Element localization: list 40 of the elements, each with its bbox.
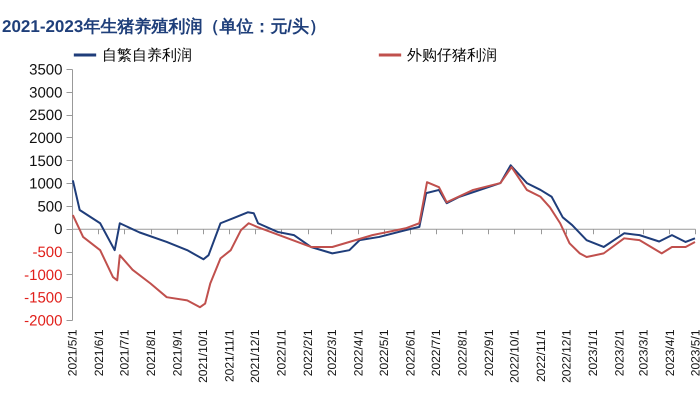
x-tick-label: 2023/5/1 (688, 329, 700, 376)
x-tick-label: 2023/1/1 (586, 329, 600, 376)
x-tick-label: 2022/1/1 (274, 329, 289, 376)
x-tick-label: 2021/12/1 (248, 329, 262, 383)
x-tick-label: 2021/7/1 (118, 329, 132, 376)
x-tick-label: 2023/4/1 (662, 329, 677, 376)
x-tick-label: 2022/4/1 (351, 329, 366, 376)
y-tick-label: 500 (37, 198, 62, 216)
x-tick-label: 2021/5/1 (66, 329, 80, 376)
chart-title: 2021-2023年生猪养殖利润（单位：元/头） (2, 17, 326, 36)
x-tick-label: 2023/3/1 (636, 329, 650, 376)
y-tick-label: 1500 (29, 152, 62, 170)
y-tick-label: -2000 (24, 312, 62, 330)
x-tick-label: 2023/2/1 (612, 329, 627, 376)
x-tick-label: 2022/8/1 (456, 329, 470, 376)
y-tick-label: 2000 (29, 130, 62, 147)
x-tick-label: 2022/5/1 (377, 329, 391, 376)
y-tick-label: 3000 (29, 84, 62, 102)
legend-label: 外购仔猪利润 (407, 47, 497, 64)
x-tick-label: 2022/11/1 (534, 329, 548, 382)
x-tick-label: 2022/10/1 (508, 329, 522, 383)
x-tick-label: 2021/10/1 (196, 329, 210, 383)
y-tick-label: -500 (32, 244, 62, 262)
legend-label: 自繁自养利润 (102, 47, 192, 64)
x-tick-label: 2022/9/1 (482, 329, 496, 376)
x-tick-label: 2021/9/1 (170, 329, 184, 376)
x-tick-label: 2022/2/1 (301, 329, 316, 376)
y-tick-label: 1000 (29, 176, 62, 193)
y-tick-label: -1000 (24, 266, 62, 284)
y-tick-label: 0 (54, 221, 62, 238)
x-tick-label: 2021/11/1 (222, 329, 237, 382)
y-tick-label: -1500 (24, 290, 62, 307)
y-tick-label: 2500 (29, 107, 62, 124)
x-tick-label: 2022/12/1 (560, 329, 574, 383)
x-tick-label: 2022/3/1 (324, 329, 339, 376)
x-tick-label: 2021/6/1 (92, 329, 106, 376)
y-tick-label: 3500 (29, 62, 62, 78)
x-tick-label: 2022/7/1 (429, 329, 444, 376)
x-tick-label: 2022/6/1 (403, 329, 418, 376)
x-tick-label: 2021/8/1 (144, 329, 158, 376)
